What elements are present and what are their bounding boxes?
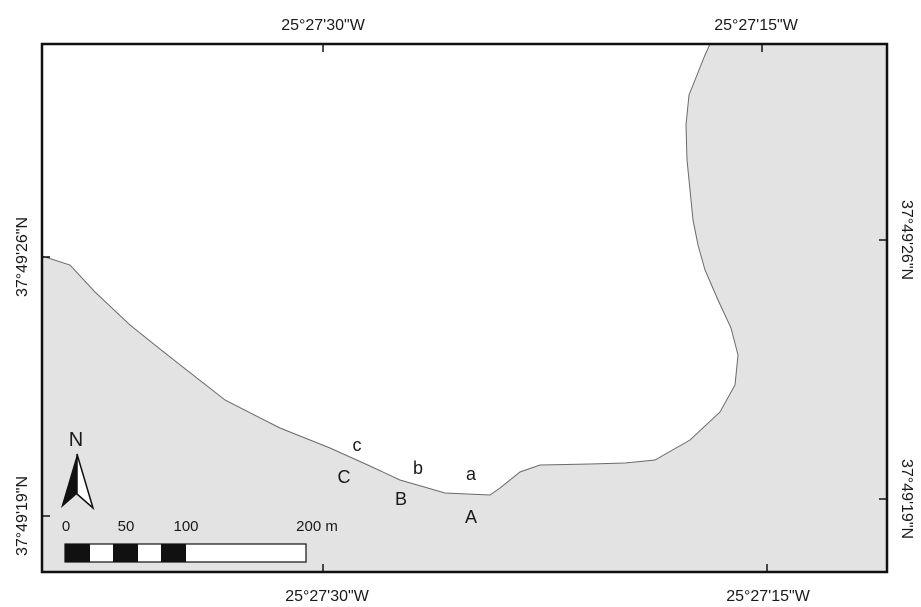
scale-label-200m: 200 m <box>296 518 338 535</box>
lon-label-top-2: 25°27'15"W <box>714 17 799 34</box>
scale-label-50: 50 <box>118 518 135 535</box>
north-arrow-label: N <box>69 429 83 451</box>
lon-label-bottom-1: 25°27'30"W <box>285 588 370 605</box>
scale-label-0: 0 <box>62 518 70 535</box>
lat-label-right-1: 37°49'26"N <box>898 200 915 280</box>
scale-segment-2 <box>113 544 138 562</box>
point-label-b: b <box>413 458 423 478</box>
lon-label-top-1: 25°27'30"W <box>281 17 366 34</box>
point-label-a: a <box>466 464 477 484</box>
lon-label-bottom-2: 25°27'15"W <box>726 588 811 605</box>
scale-segment-1 <box>65 544 90 562</box>
scale-label-100: 100 <box>173 518 198 535</box>
point-label-B: B <box>395 489 407 509</box>
point-label-A: A <box>465 507 477 527</box>
lat-label-left-1: 37°49'26"N <box>14 217 31 297</box>
lat-label-left-2: 37°49'19"N <box>14 476 31 556</box>
scale-segment-3 <box>161 544 186 562</box>
point-label-C: C <box>338 467 351 487</box>
lat-label-right-2: 37°49'19"N <box>898 459 915 539</box>
point-label-c: c <box>353 435 362 455</box>
